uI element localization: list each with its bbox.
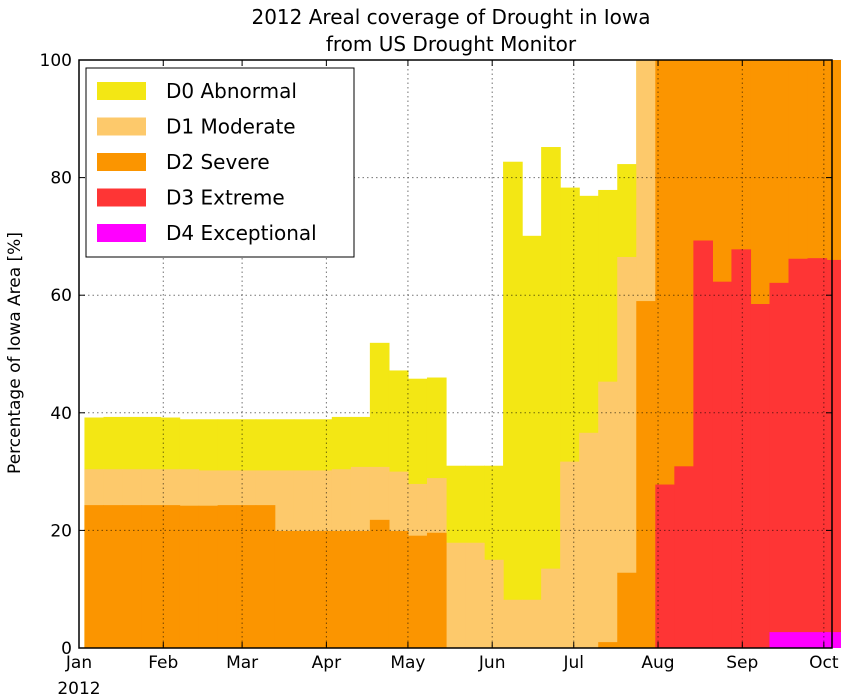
- bar-segment: [503, 599, 523, 648]
- y-axis-label: Percentage of Iowa Area [%]: [5, 232, 25, 474]
- bar-segment: [712, 281, 733, 648]
- bar-segment: [655, 484, 675, 648]
- bar-segment: [693, 240, 713, 648]
- bar-segment: [522, 599, 542, 648]
- bar-segment: [617, 256, 637, 648]
- legend: D0 Abnormal D1 Moderate D2 Severe D3 Extrem…: [85, 67, 355, 258]
- legend-swatch: [97, 82, 146, 100]
- x-tick-label: Aug: [641, 653, 674, 673]
- bar-segment: [236, 505, 257, 648]
- year-label: 2012: [57, 679, 100, 699]
- x-tick-label: May: [390, 653, 425, 673]
- bar-segment: [788, 632, 809, 648]
- x-tick-label: Sep: [726, 653, 758, 673]
- bar-segment: [750, 304, 771, 648]
- bar-segment: [807, 632, 828, 648]
- bar-segment: [598, 381, 618, 648]
- bar-segment: [788, 258, 809, 648]
- bar-segment: [179, 505, 200, 648]
- bar-segment: [731, 249, 752, 648]
- x-tick-label: Jun: [478, 653, 506, 673]
- x-tick-label: Jan: [65, 653, 92, 673]
- legend-label: D1 Moderate: [166, 115, 296, 139]
- bar-segment: [312, 530, 333, 648]
- x-tick-label: Jul: [562, 653, 584, 673]
- bar-segment: [217, 505, 238, 648]
- bar-segment: [560, 461, 580, 648]
- y-tick-label: 80: [50, 169, 72, 189]
- chart-title: 2012 Areal coverage of Drought in Iowa: [251, 5, 650, 29]
- plot-frame: [78, 59, 833, 649]
- y-tick-label: 0: [61, 639, 72, 659]
- x-tick-label: Oct: [809, 653, 839, 673]
- bar-segment: [274, 530, 295, 648]
- bar-segment: [522, 235, 542, 648]
- bar-segment: [388, 530, 409, 648]
- bar-segment: [160, 505, 181, 648]
- x-tick-label: Mar: [226, 653, 258, 673]
- x-tick-label: Feb: [148, 653, 178, 673]
- bar-segment: [598, 642, 618, 648]
- bar-segment: [826, 632, 841, 648]
- bar-segment: [674, 466, 694, 648]
- bar-segment: [826, 259, 841, 648]
- bar-segment: [579, 432, 599, 648]
- legend-label: D3 Extreme: [166, 186, 285, 210]
- bar-segment: [807, 258, 828, 648]
- bar-segment: [617, 572, 637, 648]
- legend-swatch: [97, 188, 146, 207]
- bar-segment: [541, 568, 561, 648]
- x-tick-label: Apr: [312, 653, 341, 673]
- bar-segment: [484, 559, 504, 648]
- y-tick-label: 40: [50, 404, 72, 424]
- y-tick-label: 60: [50, 286, 72, 306]
- bar-segment: [141, 505, 162, 648]
- bar-segment: [636, 301, 656, 648]
- series-5: [769, 632, 841, 648]
- y-tick-label: 20: [50, 521, 72, 541]
- bar-layer: [84, 60, 841, 648]
- legend-label: D4 Exceptional: [166, 221, 317, 245]
- bar-segment: [503, 161, 523, 648]
- bar-segment: [293, 530, 314, 648]
- legend-label: D2 Severe: [166, 150, 270, 174]
- bar-segment: [407, 535, 428, 648]
- bar-segment: [465, 542, 485, 648]
- legend-swatch: [97, 153, 146, 171]
- bar-segment: [255, 505, 276, 648]
- bar-segment: [331, 530, 352, 648]
- bar-segment: [350, 530, 371, 648]
- bar-segment: [426, 532, 447, 648]
- grid-layer: [79, 60, 832, 648]
- bar-segment: [541, 147, 561, 648]
- bar-segment: [122, 505, 143, 648]
- legend-swatch: [97, 224, 146, 242]
- bar-segment: [369, 519, 390, 648]
- bar-segment: [198, 505, 219, 648]
- chart-subtitle: from US Drought Monitor: [326, 32, 577, 56]
- y-tick-label: 100: [40, 51, 72, 71]
- bar-segment: [445, 542, 466, 648]
- bar-segment: [769, 632, 790, 648]
- bar-segment: [103, 505, 124, 648]
- legend-swatch: [97, 117, 146, 136]
- legend-label: D0 Abnormal: [166, 79, 297, 103]
- tick-layer: Jan Feb Mar Apr May Jun Jul Aug Sep Oct 0 20 40 60 80 1…: [40, 51, 839, 673]
- bar-segment: [84, 505, 105, 648]
- bar-segment: [769, 282, 790, 648]
- series-4: [655, 240, 841, 648]
